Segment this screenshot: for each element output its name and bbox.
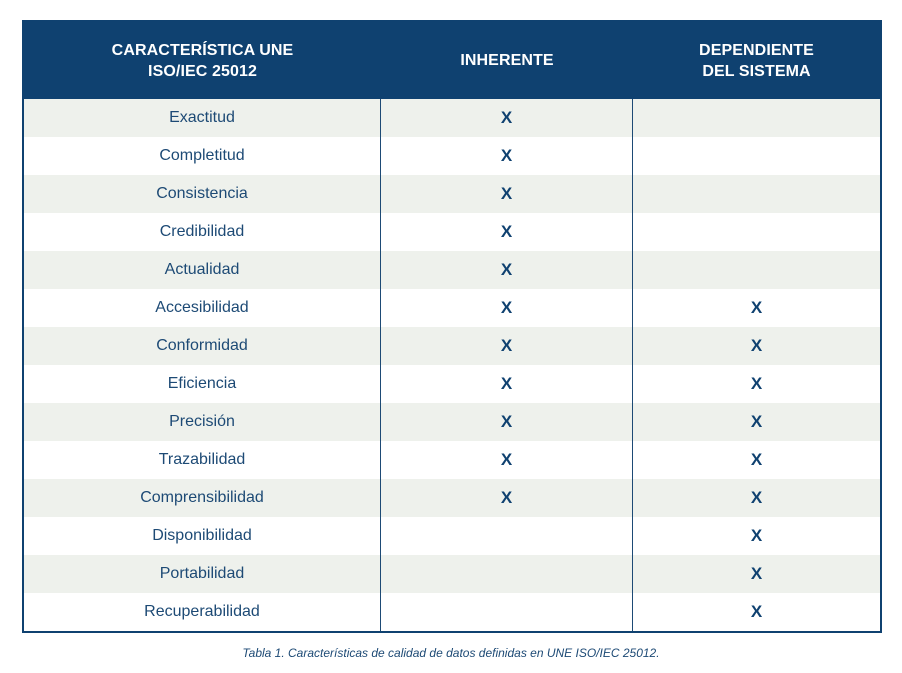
header-system-dependent: DEPENDIENTE DEL SISTEMA <box>699 41 814 80</box>
table-body: Exactitud X Completitud X Consistencia X Credi… <box>24 99 880 631</box>
inherent-mark: X <box>500 260 513 279</box>
characteristic-name: Portabilidad <box>24 555 381 593</box>
characteristic-name: Disponibilidad <box>24 517 381 555</box>
inherent-cell <box>381 555 633 593</box>
system-dependent-cell <box>633 175 880 213</box>
characteristic-name: Trazabilidad <box>24 441 381 479</box>
table-row: Credibilidad X <box>24 213 880 251</box>
table-row: Comprensibilidad X X <box>24 479 880 517</box>
system-dependent-mark: X <box>750 488 763 507</box>
characteristic-name: Recuperabilidad <box>24 593 381 631</box>
characteristic-name: Precisión <box>24 403 381 441</box>
inherent-cell: X <box>381 403 633 441</box>
inherent-mark: X <box>500 412 513 431</box>
inherent-cell: X <box>381 289 633 327</box>
system-dependent-cell: X <box>633 593 880 631</box>
characteristic-name: Comprensibilidad <box>24 479 381 517</box>
table-row: Completitud X <box>24 137 880 175</box>
inherent-cell: X <box>381 99 633 137</box>
inherent-cell: X <box>381 327 633 365</box>
system-dependent-cell: X <box>633 517 880 555</box>
system-dependent-cell: X <box>633 479 880 517</box>
system-dependent-cell <box>633 251 880 289</box>
characteristic-name: Conformidad <box>24 327 381 365</box>
system-dependent-mark: X <box>750 374 763 393</box>
inherent-mark: X <box>500 298 513 317</box>
table-row: Accesibilidad X X <box>24 289 880 327</box>
system-dependent-mark: X <box>750 602 763 621</box>
inherent-cell: X <box>381 479 633 517</box>
inherent-cell: X <box>381 175 633 213</box>
inherent-mark: X <box>500 336 513 355</box>
table-row: Portabilidad X <box>24 555 880 593</box>
system-dependent-cell <box>633 137 880 175</box>
characteristic-name: Consistencia <box>24 175 381 213</box>
inherent-cell: X <box>381 213 633 251</box>
table-header: CARACTERÍSTICA UNE ISO/IEC 25012 INHEREN… <box>24 22 880 99</box>
characteristic-name: Completitud <box>24 137 381 175</box>
table-row: Consistencia X <box>24 175 880 213</box>
system-dependent-mark: X <box>750 564 763 583</box>
inherent-cell <box>381 517 633 555</box>
system-dependent-mark: X <box>750 450 763 469</box>
system-dependent-cell <box>633 213 880 251</box>
system-dependent-cell: X <box>633 555 880 593</box>
system-dependent-cell: X <box>633 289 880 327</box>
characteristic-name: Credibilidad <box>24 213 381 251</box>
inherent-mark: X <box>500 108 513 127</box>
system-dependent-cell: X <box>633 365 880 403</box>
table-row: Actualidad X <box>24 251 880 289</box>
system-dependent-cell: X <box>633 403 880 441</box>
system-dependent-cell: X <box>633 441 880 479</box>
table-row: Conformidad X X <box>24 327 880 365</box>
inherent-cell: X <box>381 137 633 175</box>
inherent-mark: X <box>500 488 513 507</box>
header-characteristic: CARACTERÍSTICA UNE ISO/IEC 25012 <box>111 41 294 80</box>
inherent-mark: X <box>500 222 513 241</box>
characteristic-name: Actualidad <box>24 251 381 289</box>
system-dependent-cell: X <box>633 327 880 365</box>
inherent-mark: X <box>500 374 513 393</box>
inherent-cell: X <box>381 251 633 289</box>
table-row: Exactitud X <box>24 99 880 137</box>
inherent-mark: X <box>500 184 513 203</box>
inherent-cell: X <box>381 365 633 403</box>
quality-characteristics-table: CARACTERÍSTICA UNE ISO/IEC 25012 INHEREN… <box>22 20 882 633</box>
inherent-mark: X <box>500 450 513 469</box>
header-inherent: INHERENTE <box>460 52 554 69</box>
table-row: Eficiencia X X <box>24 365 880 403</box>
inherent-cell: X <box>381 441 633 479</box>
table-row: Recuperabilidad X <box>24 593 880 631</box>
inherent-mark: X <box>500 146 513 165</box>
system-dependent-cell <box>633 99 880 137</box>
characteristic-name: Eficiencia <box>24 365 381 403</box>
characteristic-name: Exactitud <box>24 99 381 137</box>
table-caption: Tabla 1. Características de calidad de d… <box>242 646 660 660</box>
table-row: Trazabilidad X X <box>24 441 880 479</box>
table-row: Precisión X X <box>24 403 880 441</box>
table-row: Disponibilidad X <box>24 517 880 555</box>
system-dependent-mark: X <box>750 298 763 317</box>
characteristic-name: Accesibilidad <box>24 289 381 327</box>
system-dependent-mark: X <box>750 526 763 545</box>
inherent-cell <box>381 593 633 631</box>
system-dependent-mark: X <box>750 336 763 355</box>
system-dependent-mark: X <box>750 412 763 431</box>
